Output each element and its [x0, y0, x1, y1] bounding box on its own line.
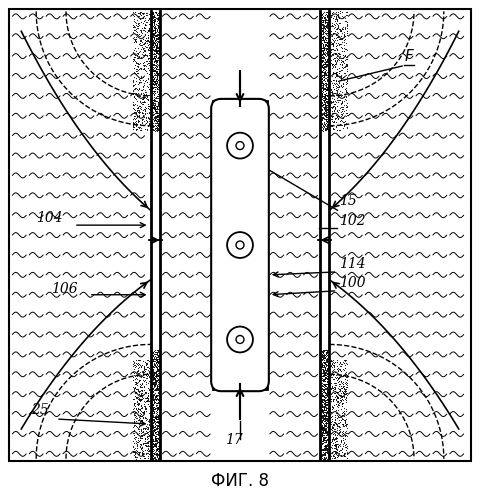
Bar — [213, 101, 267, 389]
Text: 106: 106 — [51, 282, 78, 296]
Text: 104: 104 — [36, 211, 63, 225]
Text: 25: 25 — [31, 403, 49, 417]
Text: 114: 114 — [339, 257, 366, 271]
Text: $F$: $F$ — [404, 48, 415, 64]
Text: 102: 102 — [339, 214, 366, 228]
FancyBboxPatch shape — [211, 99, 269, 391]
Text: 17: 17 — [225, 433, 243, 447]
Text: 15: 15 — [339, 194, 357, 208]
Text: 100: 100 — [339, 276, 366, 290]
Text: ФИГ. 8: ФИГ. 8 — [211, 472, 269, 490]
